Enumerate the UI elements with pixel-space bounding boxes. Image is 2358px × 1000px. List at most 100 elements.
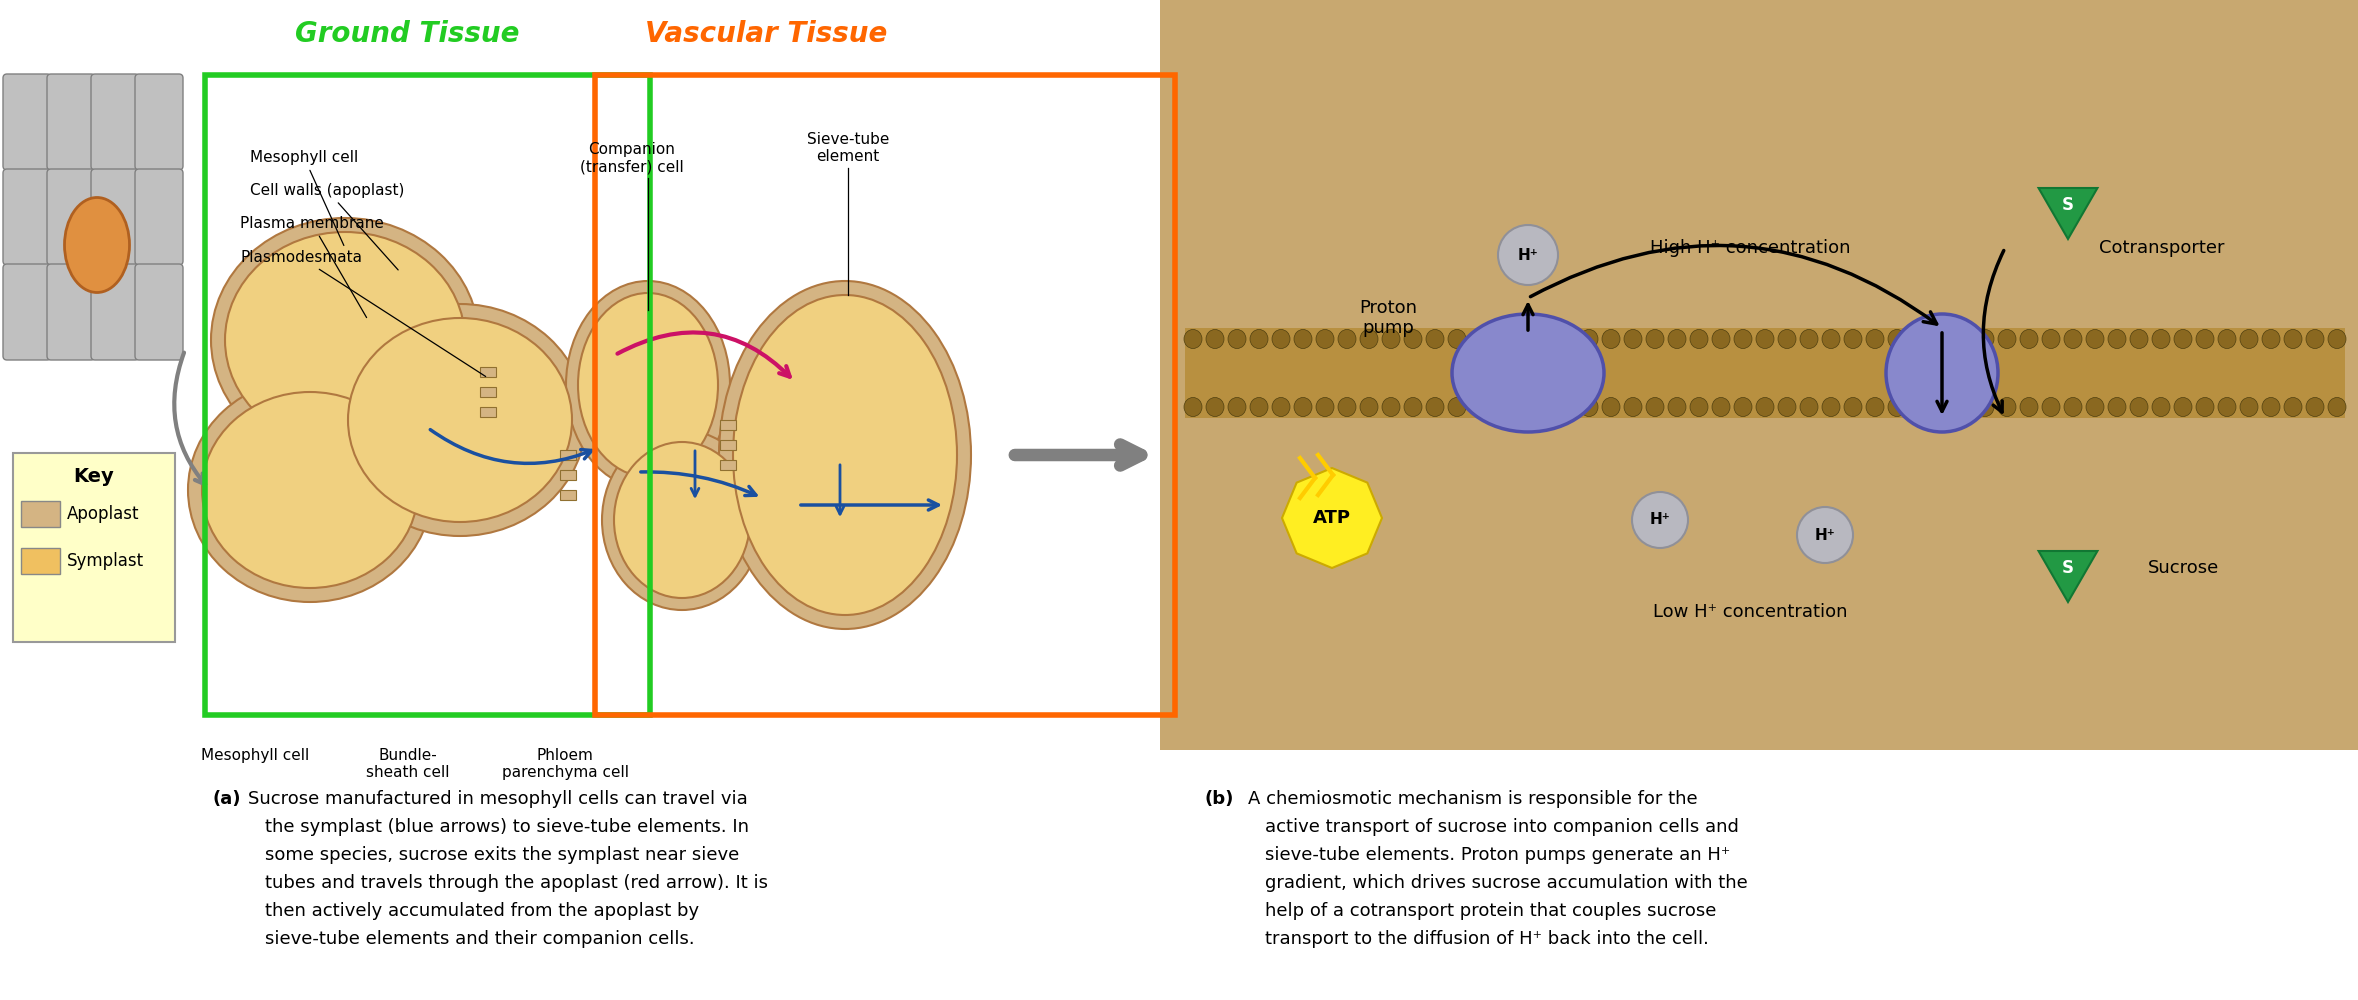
Ellipse shape [719,281,971,629]
Ellipse shape [601,430,762,610]
Ellipse shape [1403,397,1422,416]
Ellipse shape [1625,397,1641,416]
Ellipse shape [1865,397,1884,416]
Ellipse shape [2063,330,2082,349]
Ellipse shape [1910,330,1929,349]
Ellipse shape [2087,330,2103,349]
Bar [559,450,575,460]
Ellipse shape [1667,397,1686,416]
Ellipse shape [1889,397,1905,416]
Text: sieve-tube elements and their companion cells.: sieve-tube elements and their companion … [264,930,696,948]
Bar [1160,0,2358,750]
Ellipse shape [1316,397,1335,416]
Ellipse shape [2108,397,2127,416]
Ellipse shape [1601,397,1620,416]
Ellipse shape [1646,397,1665,416]
Ellipse shape [1205,397,1224,416]
Text: Symplast: Symplast [66,552,144,570]
Bar [205,75,651,715]
Ellipse shape [1799,397,1818,416]
Text: tubes and travels through the apoplast (red arrow). It is: tubes and travels through the apoplast (… [264,874,769,892]
Ellipse shape [1889,330,1905,349]
Ellipse shape [2042,330,2061,349]
Bar [481,387,495,397]
Ellipse shape [1625,330,1641,349]
Ellipse shape [2261,397,2280,416]
FancyBboxPatch shape [47,74,94,170]
Ellipse shape [2063,397,2082,416]
Text: Sucrose: Sucrose [2148,559,2219,577]
Ellipse shape [1229,330,1245,349]
Ellipse shape [2087,397,2103,416]
Bar [559,470,575,480]
Text: Cotransporter: Cotransporter [2099,239,2224,257]
Text: S: S [2061,196,2075,214]
Ellipse shape [224,232,465,448]
Ellipse shape [1453,314,1603,432]
Ellipse shape [2240,330,2259,349]
Text: Ground Tissue: Ground Tissue [295,20,519,48]
Ellipse shape [189,378,432,602]
Ellipse shape [566,281,731,489]
Bar [719,420,736,430]
Ellipse shape [2195,397,2214,416]
Ellipse shape [613,442,750,598]
Ellipse shape [1910,397,1929,416]
Ellipse shape [1976,330,1995,349]
Ellipse shape [1559,397,1575,416]
FancyBboxPatch shape [2,264,52,360]
Ellipse shape [578,293,717,477]
Ellipse shape [1646,330,1665,349]
Ellipse shape [1535,397,1554,416]
Ellipse shape [349,318,573,522]
Ellipse shape [1448,397,1467,416]
Bar [481,367,495,377]
Text: Low H⁺ concentration: Low H⁺ concentration [1653,603,1846,621]
Ellipse shape [2219,330,2235,349]
Ellipse shape [1205,330,1224,349]
FancyBboxPatch shape [92,264,139,360]
Ellipse shape [1337,397,1356,416]
Ellipse shape [1427,397,1443,416]
Ellipse shape [1712,330,1731,349]
Text: Companion
(transfer) cell: Companion (transfer) cell [580,142,684,174]
Circle shape [1797,507,1853,563]
Text: Vascular Tissue: Vascular Tissue [646,20,887,48]
Text: Bundle-
sheath cell: Bundle- sheath cell [365,748,450,780]
Ellipse shape [2219,397,2235,416]
Ellipse shape [2174,397,2193,416]
Ellipse shape [2195,330,2214,349]
Text: A chemiosmotic mechanism is responsible for the: A chemiosmotic mechanism is responsible … [1247,790,1698,808]
FancyBboxPatch shape [47,264,94,360]
Ellipse shape [203,392,417,588]
Text: S: S [2061,559,2075,577]
FancyBboxPatch shape [92,169,139,265]
FancyBboxPatch shape [2,169,52,265]
Ellipse shape [1580,330,1599,349]
Text: Sieve-tube
element: Sieve-tube element [806,132,889,164]
Ellipse shape [1271,397,1290,416]
Ellipse shape [1184,397,1203,416]
Ellipse shape [2327,330,2346,349]
Text: Phloem
parenchyma cell: Phloem parenchyma cell [502,748,630,780]
Circle shape [1497,225,1559,285]
Ellipse shape [1733,330,1752,349]
Ellipse shape [1955,330,1971,349]
Ellipse shape [1757,330,1773,349]
Ellipse shape [2042,397,2061,416]
Text: help of a cotransport protein that couples sucrose: help of a cotransport protein that coupl… [1264,902,1717,920]
Ellipse shape [1778,330,1797,349]
Ellipse shape [2174,330,2193,349]
Text: the symplast (blue arrows) to sieve-tube elements. In: the symplast (blue arrows) to sieve-tube… [264,818,750,836]
Text: some species, sucrose exits the symplast near sieve: some species, sucrose exits the symplast… [264,846,740,864]
Ellipse shape [1250,397,1269,416]
Ellipse shape [1514,330,1533,349]
Ellipse shape [1469,397,1488,416]
Ellipse shape [1337,330,1356,349]
Ellipse shape [1844,397,1863,416]
Text: (a): (a) [212,790,241,808]
Ellipse shape [1976,397,1995,416]
Ellipse shape [1712,397,1731,416]
Circle shape [1632,492,1688,548]
Ellipse shape [2285,330,2301,349]
